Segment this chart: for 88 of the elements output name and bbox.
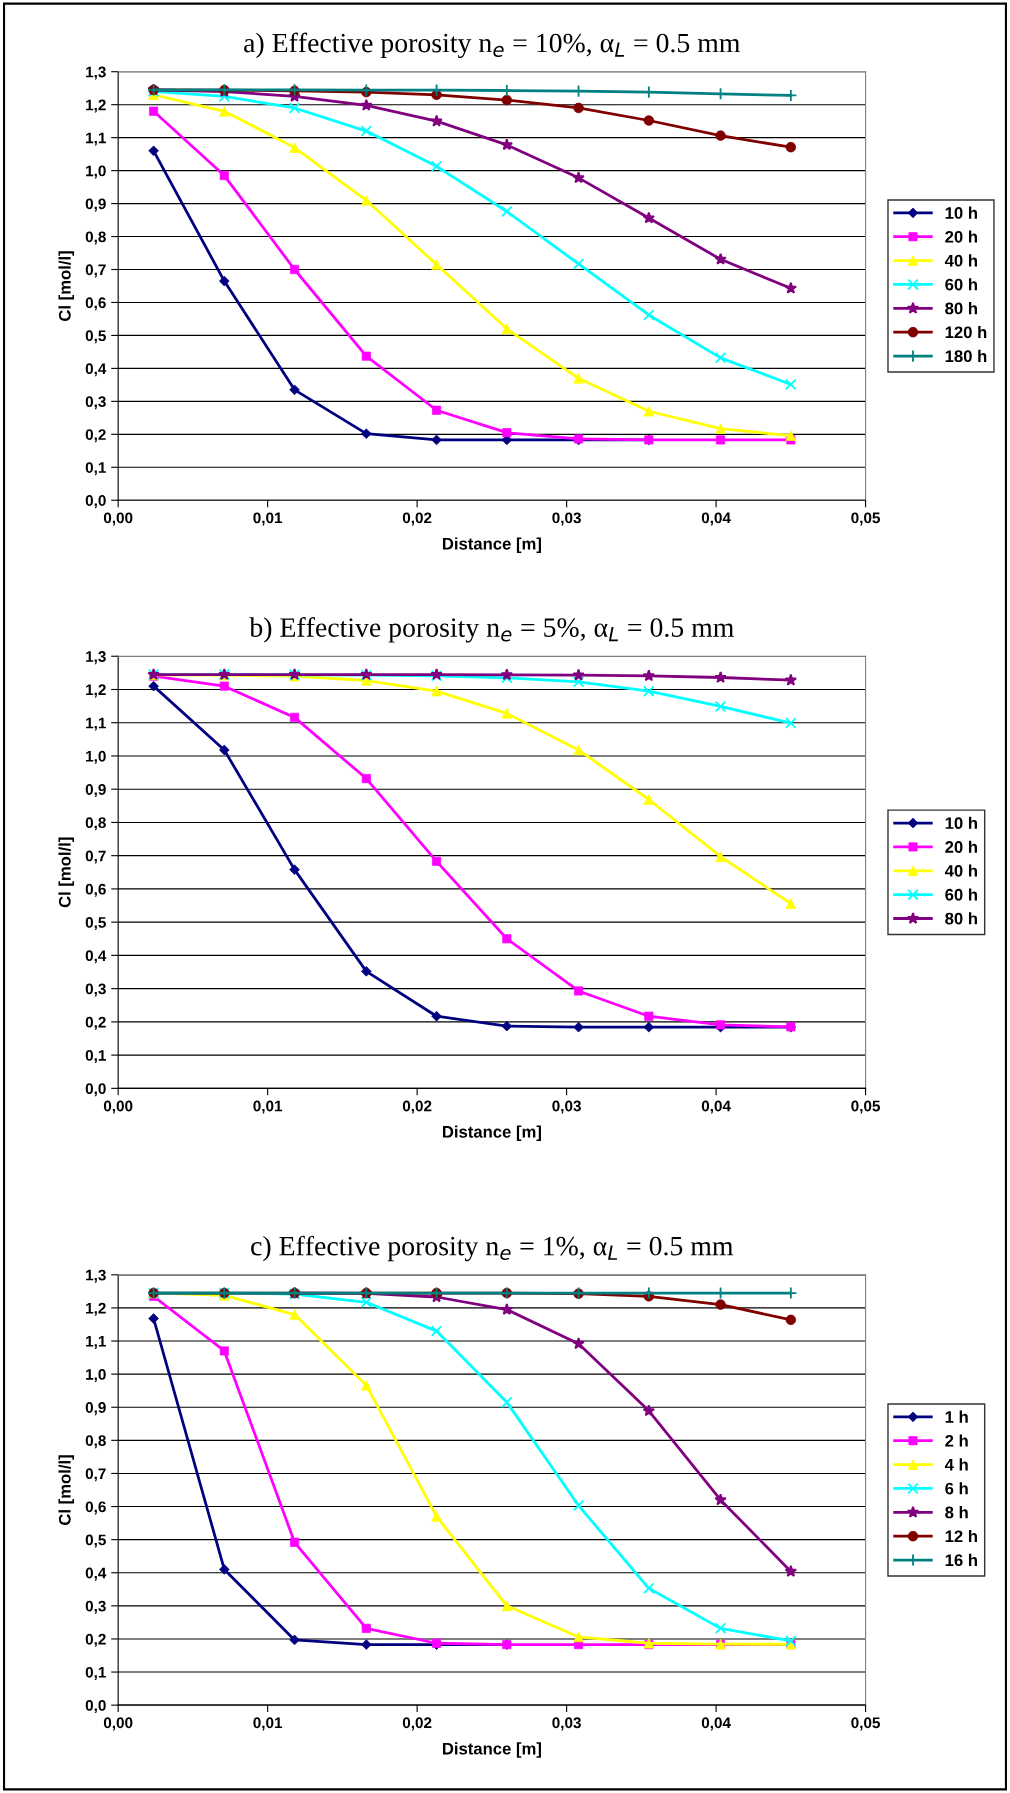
x-tick-label: 0,03 [552, 512, 581, 526]
y-tick-label: 0,6 [85, 297, 106, 311]
x-tick-label: 0,02 [402, 1717, 432, 1731]
y-tick-label: 0,7 [85, 264, 106, 278]
y-tick-label: 1,2 [86, 99, 106, 113]
y-tick-label: 1,3 [86, 1269, 106, 1283]
y-tick-label: 1,0 [86, 165, 106, 179]
x-tick-label: 0,05 [851, 1100, 881, 1114]
y-tick-label: 1,1 [86, 1336, 106, 1349]
y-tick-label: 0,7 [85, 850, 106, 864]
legend-label: 120 h [945, 325, 987, 339]
y-tick-label: 1,0 [86, 1369, 106, 1383]
x-tick-label: 0,05 [851, 1717, 881, 1731]
y-tick-label: 0,7 [85, 1468, 106, 1482]
y-tick-label: 0,3 [85, 1600, 106, 1614]
y-tick-label: 0,9 [85, 198, 106, 212]
y-tick-label: 0,1 [85, 1666, 106, 1680]
y-tick-label: 0,1 [85, 1049, 106, 1064]
y-tick-label: 0,0 [85, 1700, 106, 1714]
x-tick-label: 0,04 [701, 1717, 731, 1731]
y-tick-label: 1,1 [86, 132, 106, 146]
legend-label: 80 h [945, 912, 977, 925]
y-tick-label: 0,2 [85, 429, 106, 443]
y-tick-label: 0,8 [85, 231, 106, 245]
y-tick-label: 1,3 [86, 66, 106, 80]
y-tick-label: 0,2 [85, 1016, 106, 1030]
y-tick-label: 0,0 [85, 1083, 106, 1097]
y-tick-label: 0,5 [85, 1534, 106, 1548]
x-tick-label: 0,04 [701, 1100, 731, 1114]
y-axis-title: Cl [mol/l] [58, 1455, 75, 1525]
y-axis-title: Cl [mol/l] [58, 837, 75, 908]
x-axis-title: Distance [m] [442, 1125, 541, 1142]
legend-label: 20 h [945, 230, 977, 243]
legend-label: 1 h [945, 1410, 968, 1423]
y-tick-label: 0,5 [85, 917, 106, 931]
x-tick-label: 0,01 [253, 512, 283, 526]
y-tick-label: 0,4 [85, 950, 107, 964]
y-tick-label: 1,3 [86, 651, 106, 665]
y-tick-label: 1,2 [86, 684, 106, 698]
x-tick-label: 0,02 [402, 512, 432, 526]
y-axis-title: Cl [mol/l] [58, 251, 75, 321]
y-tick-label: 0,5 [85, 330, 106, 344]
legend-label: 40 h [944, 254, 977, 267]
x-axis-title: Distance [m] [442, 1742, 541, 1758]
x-tick-label: 0,00 [103, 1100, 133, 1114]
y-tick-label: 0,2 [85, 1633, 106, 1647]
y-tick-label: 1,2 [86, 1302, 106, 1316]
x-tick-label: 0,03 [552, 1100, 581, 1114]
chart-title: b) Effective porosity n$_{e}$ = 5%, α$_{L}$ = 0.5 mm [249, 617, 734, 643]
x-tick-label: 0,04 [701, 512, 731, 526]
y-tick-label: 0,1 [85, 462, 106, 476]
y-tick-label: 0,8 [85, 817, 106, 831]
legend-label: 10 h [945, 206, 977, 219]
y-tick-label: 0,0 [85, 495, 106, 509]
chart-title: c) Effective porosity n$_{e}$ = 1%, α$_{L}$ = 0.5 mm [251, 1235, 734, 1262]
legend-label: 60 h [945, 888, 977, 901]
legend-label: 40 h [944, 864, 977, 877]
x-tick-label: 0,02 [402, 1100, 432, 1114]
x-tick-label: 0,00 [103, 512, 133, 526]
y-tick-label: 1,0 [86, 750, 106, 764]
legend-label: 20 h [945, 840, 977, 853]
legend-label: 60 h [945, 278, 977, 291]
legend-label: 8 h [945, 1506, 968, 1519]
x-tick-label: 0,03 [552, 1717, 581, 1731]
legend-label: 180 h [945, 349, 987, 363]
y-tick-label: 1,1 [86, 717, 106, 731]
legend-label: 80 h [945, 302, 977, 315]
chart-title: a) Effective porosity n$_{e}$ = 10%, α$_{L}$ = 0.5 mm [244, 32, 741, 59]
y-tick-label: 0,4 [85, 1567, 107, 1581]
x-tick-label: 0,01 [253, 1100, 283, 1114]
x-tick-label: 0,00 [103, 1717, 133, 1731]
x-axis-title: Distance [m] [442, 537, 541, 553]
legend-label: 16 h [945, 1553, 977, 1567]
y-tick-label: 0,9 [85, 784, 106, 798]
legend-label: 4 h [944, 1458, 968, 1471]
legend-label: 2 h [945, 1434, 968, 1447]
y-tick-label: 0,3 [85, 983, 106, 997]
y-tick-label: 0,6 [85, 883, 106, 897]
x-tick-label: 0,01 [253, 1717, 283, 1731]
legend-label: 6 h [945, 1482, 968, 1495]
y-tick-label: 0,6 [85, 1501, 106, 1515]
x-tick-label: 0,05 [851, 512, 881, 526]
y-tick-label: 0,3 [85, 396, 106, 410]
legend-label: 10 h [945, 816, 977, 830]
legend-label: 12 h [945, 1529, 977, 1543]
y-tick-label: 0,9 [85, 1402, 106, 1416]
y-tick-label: 0,8 [85, 1435, 106, 1449]
y-tick-label: 0,4 [85, 363, 107, 377]
